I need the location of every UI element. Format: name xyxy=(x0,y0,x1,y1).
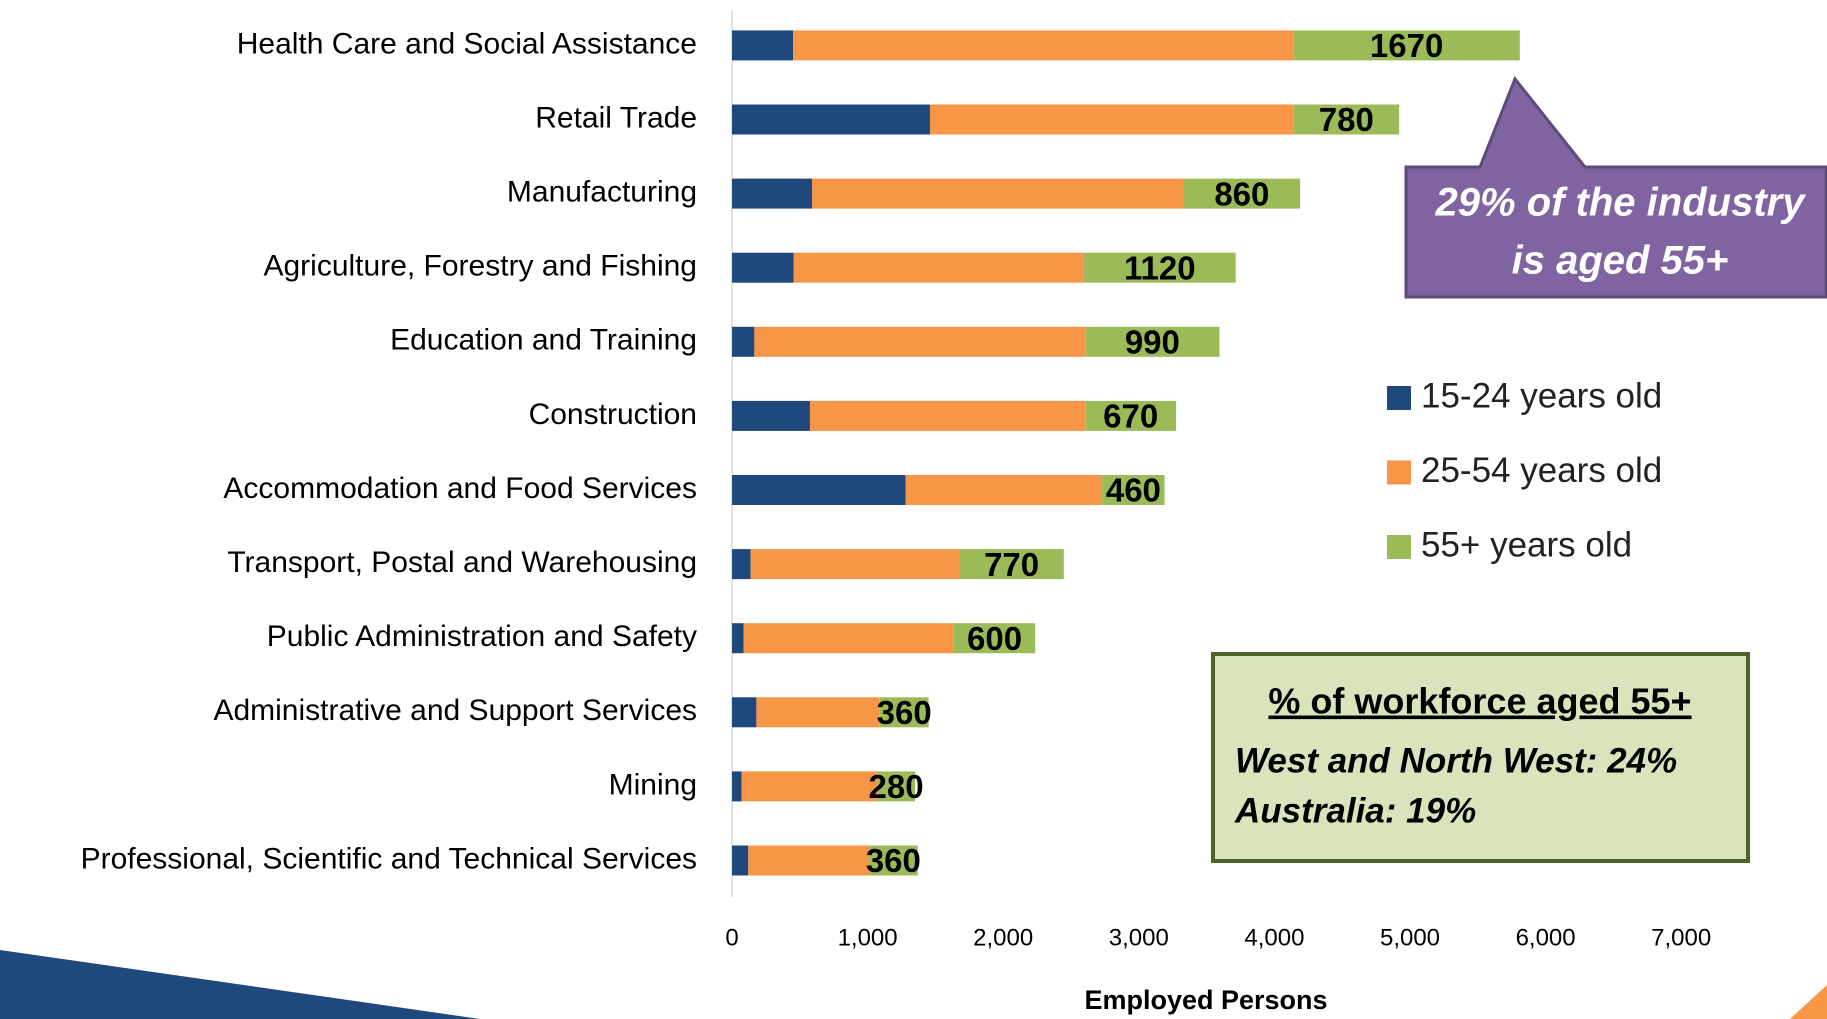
bar-segment xyxy=(732,400,810,431)
bar-segment xyxy=(868,845,918,876)
bar-segment xyxy=(756,697,880,728)
category-label: Public Administration and Safety xyxy=(267,620,697,653)
bar-segment xyxy=(959,549,1064,580)
category-label: Manufacturing xyxy=(507,176,697,209)
data-label: 600 xyxy=(967,620,1022,657)
category-label: Education and Training xyxy=(390,324,697,357)
bar-segment xyxy=(732,549,751,580)
info-box-line: West and North West: 24% xyxy=(1235,741,1677,780)
bar-segment xyxy=(793,30,1294,61)
x-tick-label: 2,000 xyxy=(973,924,1033,951)
bar-segment xyxy=(1102,475,1165,505)
category-label: Administrative and Support Services xyxy=(213,694,697,727)
x-tick-label: 4,000 xyxy=(1244,924,1304,951)
decor-blue xyxy=(0,950,480,1019)
legend-swatch xyxy=(1387,460,1411,485)
bar-segment xyxy=(732,623,744,654)
bar-segment xyxy=(754,326,1086,357)
bar-segment xyxy=(1083,252,1236,283)
data-label: 460 xyxy=(1106,472,1161,509)
legend-swatch xyxy=(1387,535,1411,559)
callout xyxy=(1404,76,1827,299)
bar-segment xyxy=(732,845,749,876)
data-label: 360 xyxy=(877,694,932,731)
x-tick-label: 7,000 xyxy=(1651,924,1711,951)
bar-segment xyxy=(741,771,878,802)
bar-segment xyxy=(750,549,960,580)
category-label: Mining xyxy=(609,768,697,801)
bar-segment xyxy=(732,30,794,61)
x-tick-label: 0 xyxy=(725,924,738,951)
data-label: 990 xyxy=(1125,324,1180,361)
category-label: Health Care and Social Assistance xyxy=(237,27,697,60)
data-label: 670 xyxy=(1103,398,1158,435)
legend-label: 15-24 years old xyxy=(1421,376,1662,415)
data-label: 780 xyxy=(1319,101,1374,138)
bar-segment xyxy=(732,697,757,728)
info-box xyxy=(1211,652,1750,863)
category-label: Professional, Scientific and Technical S… xyxy=(81,842,697,875)
bar-segment xyxy=(732,252,794,283)
data-label: 860 xyxy=(1214,175,1269,212)
bar-segment xyxy=(732,104,930,135)
bar-segment xyxy=(732,326,755,357)
bar-segment xyxy=(732,475,906,505)
bar-segment xyxy=(879,697,929,728)
bar-segment xyxy=(809,400,1086,431)
category-label: Construction xyxy=(529,398,697,431)
bar-segment xyxy=(877,771,916,802)
category-label: Agriculture, Forestry and Fishing xyxy=(263,250,697,283)
bar-segment xyxy=(732,771,742,802)
info-box-line: Australia: 19% xyxy=(1234,791,1476,830)
data-label: 360 xyxy=(866,842,921,879)
x-tick-label: 6,000 xyxy=(1516,924,1576,951)
bar-segment xyxy=(905,475,1103,505)
decor-orange xyxy=(1790,985,1827,1019)
bar-segment xyxy=(1293,104,1400,135)
data-label: 1120 xyxy=(1124,249,1196,286)
bar-segment xyxy=(748,845,869,876)
bar-segment xyxy=(1085,400,1177,431)
bar-segment xyxy=(953,623,1036,654)
x-tick-label: 3,000 xyxy=(1109,924,1169,951)
data-label: 770 xyxy=(984,546,1039,583)
bar-segment xyxy=(793,252,1084,283)
x-axis-title: Employed Persons xyxy=(1084,985,1327,1015)
category-label: Accommodation and Food Services xyxy=(223,472,697,505)
bar-segment xyxy=(812,178,1184,209)
data-label: 1670 xyxy=(1370,27,1443,64)
category-label: Retail Trade xyxy=(535,101,697,134)
bar-segment xyxy=(743,623,954,654)
bar-segment xyxy=(1293,30,1520,61)
legend-label: 55+ years old xyxy=(1421,525,1632,564)
bar-segment xyxy=(732,178,813,209)
data-label: 280 xyxy=(869,768,924,805)
legend-label: 25-54 years old xyxy=(1421,451,1662,490)
callout-text: 29% of the industry xyxy=(1435,181,1807,225)
bar-segment xyxy=(929,104,1294,135)
category-label: Transport, Postal and Warehousing xyxy=(227,546,697,579)
legend-swatch xyxy=(1387,386,1411,410)
info-box-title: % of workforce aged 55+ xyxy=(1268,681,1691,722)
x-tick-label: 5,000 xyxy=(1380,924,1440,951)
callout-text: is aged 55+ xyxy=(1512,239,1729,283)
bar-segment xyxy=(1085,326,1220,357)
bar-segment xyxy=(1183,178,1301,209)
x-tick-label: 1,000 xyxy=(838,924,898,951)
